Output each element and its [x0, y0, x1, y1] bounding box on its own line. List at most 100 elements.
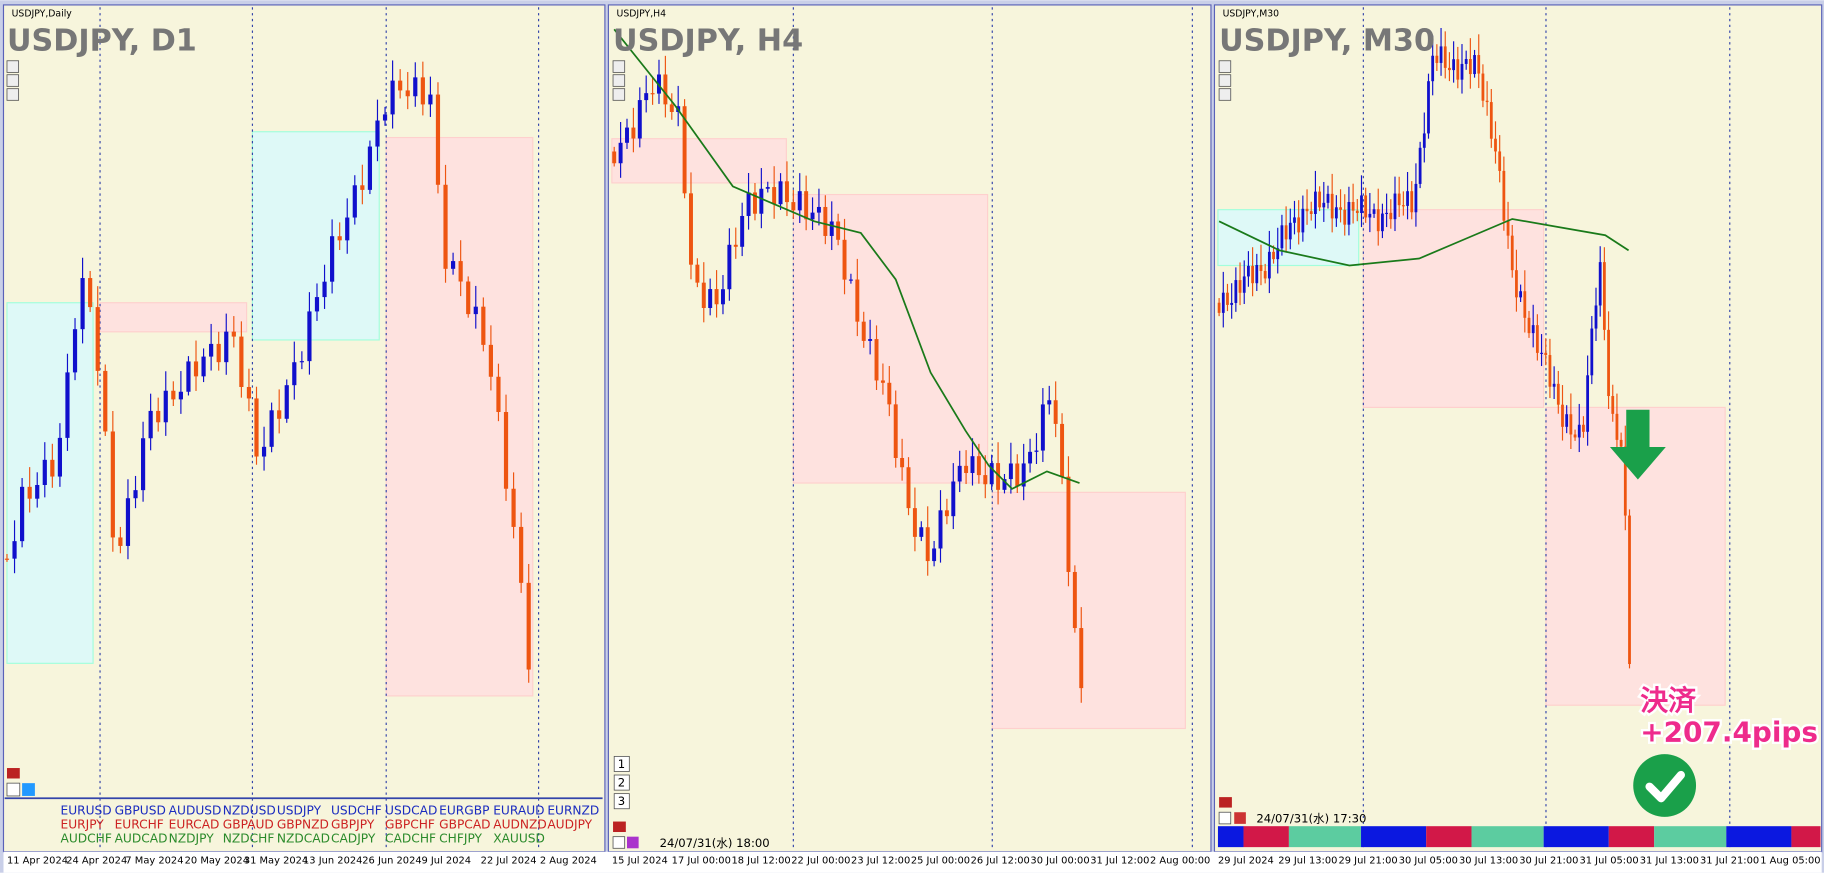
settings-button[interactable]	[627, 836, 639, 849]
button[interactable]	[6, 60, 20, 73]
pair-label[interactable]: EURCAD	[169, 818, 220, 832]
close-button[interactable]	[612, 836, 626, 849]
candle-body	[1577, 424, 1581, 438]
zone	[991, 491, 1186, 730]
candle-body	[752, 192, 757, 214]
pair-label[interactable]: USDCHF	[331, 804, 382, 818]
candle-body	[1351, 201, 1355, 211]
candle-body	[314, 297, 320, 312]
candle-body	[1028, 451, 1033, 464]
candle-body	[1381, 213, 1384, 232]
candle-body	[435, 94, 441, 185]
pair-label[interactable]: NZDCHF	[223, 831, 275, 845]
number-button[interactable]	[613, 755, 630, 772]
signal-segment	[1654, 826, 1727, 848]
timestamp: 24/07/31(水) 17:30	[1256, 812, 1366, 826]
candle-body	[932, 548, 937, 562]
pair-label[interactable]: EURAUD	[493, 804, 544, 818]
pair-label[interactable]: AUDCAD	[115, 831, 168, 845]
candle-body	[1072, 571, 1077, 629]
close-button[interactable]	[6, 768, 20, 779]
pair-label[interactable]: GBPUSD	[115, 804, 166, 818]
close-button[interactable]	[613, 821, 626, 833]
candle-body	[1556, 383, 1560, 405]
settings-button[interactable]	[22, 783, 35, 796]
candle-body	[733, 244, 738, 247]
pair-label[interactable]: NZDCAD	[277, 831, 330, 845]
candle-body	[1326, 193, 1330, 203]
pair-label[interactable]: GBPNZD	[277, 818, 329, 832]
pair-label[interactable]: AUDJPY	[547, 818, 592, 832]
candle-body	[848, 279, 853, 281]
button[interactable]	[612, 60, 626, 73]
x-tick-label: 26 Jul 12:00	[971, 855, 1030, 866]
pair-label[interactable]: USDCAD	[385, 804, 437, 818]
x-tick-label: 31 May 2024	[244, 855, 308, 866]
button[interactable]	[6, 88, 20, 101]
pair-label[interactable]: EURCHF	[115, 818, 164, 832]
pair-label[interactable]: GBPJPY	[331, 818, 375, 832]
candle-body	[103, 370, 108, 432]
x-tick-label: 7 May 2024	[125, 855, 183, 866]
candle-body	[1238, 280, 1242, 293]
pair-label[interactable]: EURJPY	[60, 818, 104, 832]
button[interactable]	[1218, 74, 1232, 87]
number-button[interactable]	[613, 774, 630, 791]
candle-body	[72, 329, 78, 373]
pair-label[interactable]: GBPCAD	[439, 818, 490, 832]
button[interactable]	[612, 74, 626, 87]
pair-label[interactable]: CADJPY	[331, 831, 376, 845]
candle-body	[1527, 317, 1531, 334]
x-tick-label: 20 May 2024	[185, 855, 249, 866]
down-arrow	[1609, 409, 1666, 480]
number-button-label[interactable]: 3	[618, 794, 625, 808]
candle-body	[1422, 133, 1426, 148]
pair-label[interactable]: NZDUSD	[223, 804, 276, 818]
pair-label[interactable]: AUDNZD	[493, 818, 547, 832]
candle-body	[1305, 208, 1309, 212]
candle-body	[625, 127, 629, 143]
pair-label[interactable]: USDJPY	[277, 804, 322, 818]
candle-body	[209, 343, 214, 357]
candle-body	[804, 191, 809, 220]
pair-label[interactable]: GBPCHF	[385, 818, 435, 832]
pair-label[interactable]: NZDJPY	[169, 831, 215, 845]
candle-body	[957, 465, 962, 482]
candle-body	[970, 456, 975, 474]
pair-label[interactable]: GBPAUD	[223, 818, 274, 832]
scroll-buttons[interactable]	[6, 60, 1232, 101]
candle-body	[695, 264, 700, 283]
signal-strip	[1217, 826, 1821, 848]
button[interactable]	[6, 74, 20, 87]
number-button-label[interactable]: 2	[618, 776, 625, 790]
number-button-label[interactable]: 1	[618, 757, 625, 771]
candle-body	[488, 344, 493, 377]
candle-body	[759, 188, 764, 214]
pair-label[interactable]: EURNZD	[547, 804, 599, 818]
settings-button[interactable]	[1234, 812, 1246, 824]
close-button[interactable]	[6, 782, 21, 797]
pair-label[interactable]: AUDUSD	[169, 804, 222, 818]
button[interactable]	[1218, 88, 1232, 101]
pair-label[interactable]: CADCHF	[385, 831, 436, 845]
close-button[interactable]	[1218, 811, 1232, 825]
candle-body	[1531, 325, 1535, 334]
pair-label[interactable]: EURGBP	[439, 804, 489, 818]
candle-body	[650, 93, 655, 95]
candle-body	[50, 459, 55, 477]
candle-body	[1418, 147, 1422, 184]
candle-body	[1623, 446, 1627, 516]
button[interactable]	[612, 88, 626, 101]
pair-label[interactable]: AUDCHF	[60, 831, 111, 845]
close-button[interactable]	[1219, 797, 1232, 808]
number-button[interactable]	[613, 793, 630, 810]
candle-body	[1339, 207, 1342, 210]
pair-label[interactable]: XAUUSD	[493, 831, 545, 845]
button[interactable]	[1218, 60, 1232, 73]
candle-body	[1234, 280, 1238, 303]
x-tick-label: 11 Apr 2024	[7, 855, 68, 866]
candle-body	[1431, 55, 1435, 82]
pair-label[interactable]: CHFJPY	[439, 831, 482, 845]
pair-label[interactable]: EURUSD	[60, 804, 111, 818]
candle-body	[1263, 270, 1267, 279]
